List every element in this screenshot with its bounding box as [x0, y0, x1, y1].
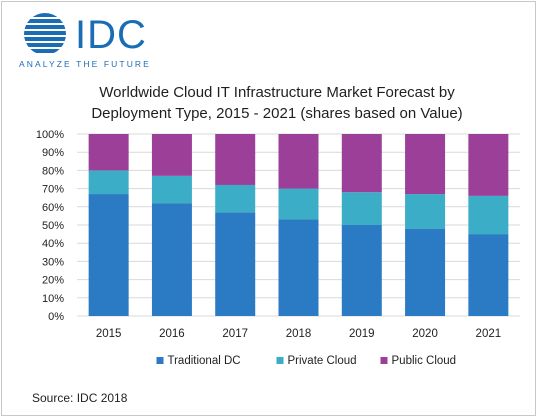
logo-wordmark: IDC: [75, 13, 147, 57]
legend-label: Private Cloud: [288, 355, 357, 367]
y-tick-label: 10%: [42, 293, 64, 305]
legend-swatch: [380, 357, 388, 364]
legend-label: Traditional DC: [168, 355, 241, 367]
source-note: Source: IDC 2018: [32, 391, 128, 405]
chart-title-line-2: Deployment Type, 2015 - 2021 (shares bas…: [91, 105, 463, 122]
bar-segment: [215, 212, 256, 316]
bar-segment: [215, 134, 256, 185]
x-tick-label: 2019: [349, 328, 375, 340]
bar-segment: [151, 134, 192, 176]
bar-segment: [278, 219, 319, 316]
legend-swatch: [276, 357, 284, 364]
x-tick-label: 2016: [159, 328, 185, 340]
x-tick-label: 2018: [286, 328, 312, 340]
bar-segment: [341, 225, 382, 316]
bar-segment: [88, 170, 129, 195]
bar-segment: [341, 192, 382, 225]
y-tick-label: 90%: [42, 147, 64, 159]
chart-title-line-1: Worldwide Cloud IT Infrastructure Market…: [99, 84, 455, 101]
x-tick-label: 2017: [222, 328, 248, 340]
idc-globe-icon: [24, 13, 66, 53]
idc-logo: IDC ANALYZE THE FUTURE: [18, 12, 151, 70]
bar-segment: [405, 194, 446, 229]
bar-segment: [88, 194, 129, 316]
y-tick-label: 100%: [36, 129, 64, 141]
logo-tagline: ANALYZE THE FUTURE: [19, 59, 151, 69]
bar-segment: [88, 134, 129, 171]
legend-swatch: [156, 357, 164, 364]
legend-label: Public Cloud: [392, 355, 457, 367]
y-tick-label: 70%: [42, 184, 64, 196]
bar-segment: [215, 184, 256, 213]
bar-segment: [151, 175, 192, 204]
y-tick-label: 20%: [42, 275, 64, 287]
y-tick-label: 0%: [48, 311, 64, 323]
bar-segment: [278, 134, 319, 189]
bar-segment: [151, 203, 192, 316]
y-tick-label: 40%: [42, 238, 64, 250]
bar-segment: [468, 134, 509, 196]
x-tick-label: 2021: [476, 328, 502, 340]
bar-segment: [468, 234, 509, 316]
chart-title: Worldwide Cloud IT Infrastructure Market…: [62, 82, 492, 124]
bar-segment: [405, 134, 446, 195]
y-tick-label: 30%: [42, 256, 64, 268]
bar-segment: [405, 228, 446, 316]
y-tick-label: 60%: [42, 202, 64, 214]
y-tick-label: 50%: [42, 220, 64, 232]
bar-segment: [278, 188, 319, 220]
x-tick-label: 2015: [96, 328, 122, 340]
bar-segment: [341, 134, 382, 193]
bar-segment: [468, 195, 509, 235]
y-tick-label: 80%: [42, 165, 64, 177]
x-tick-label: 2020: [412, 328, 438, 340]
